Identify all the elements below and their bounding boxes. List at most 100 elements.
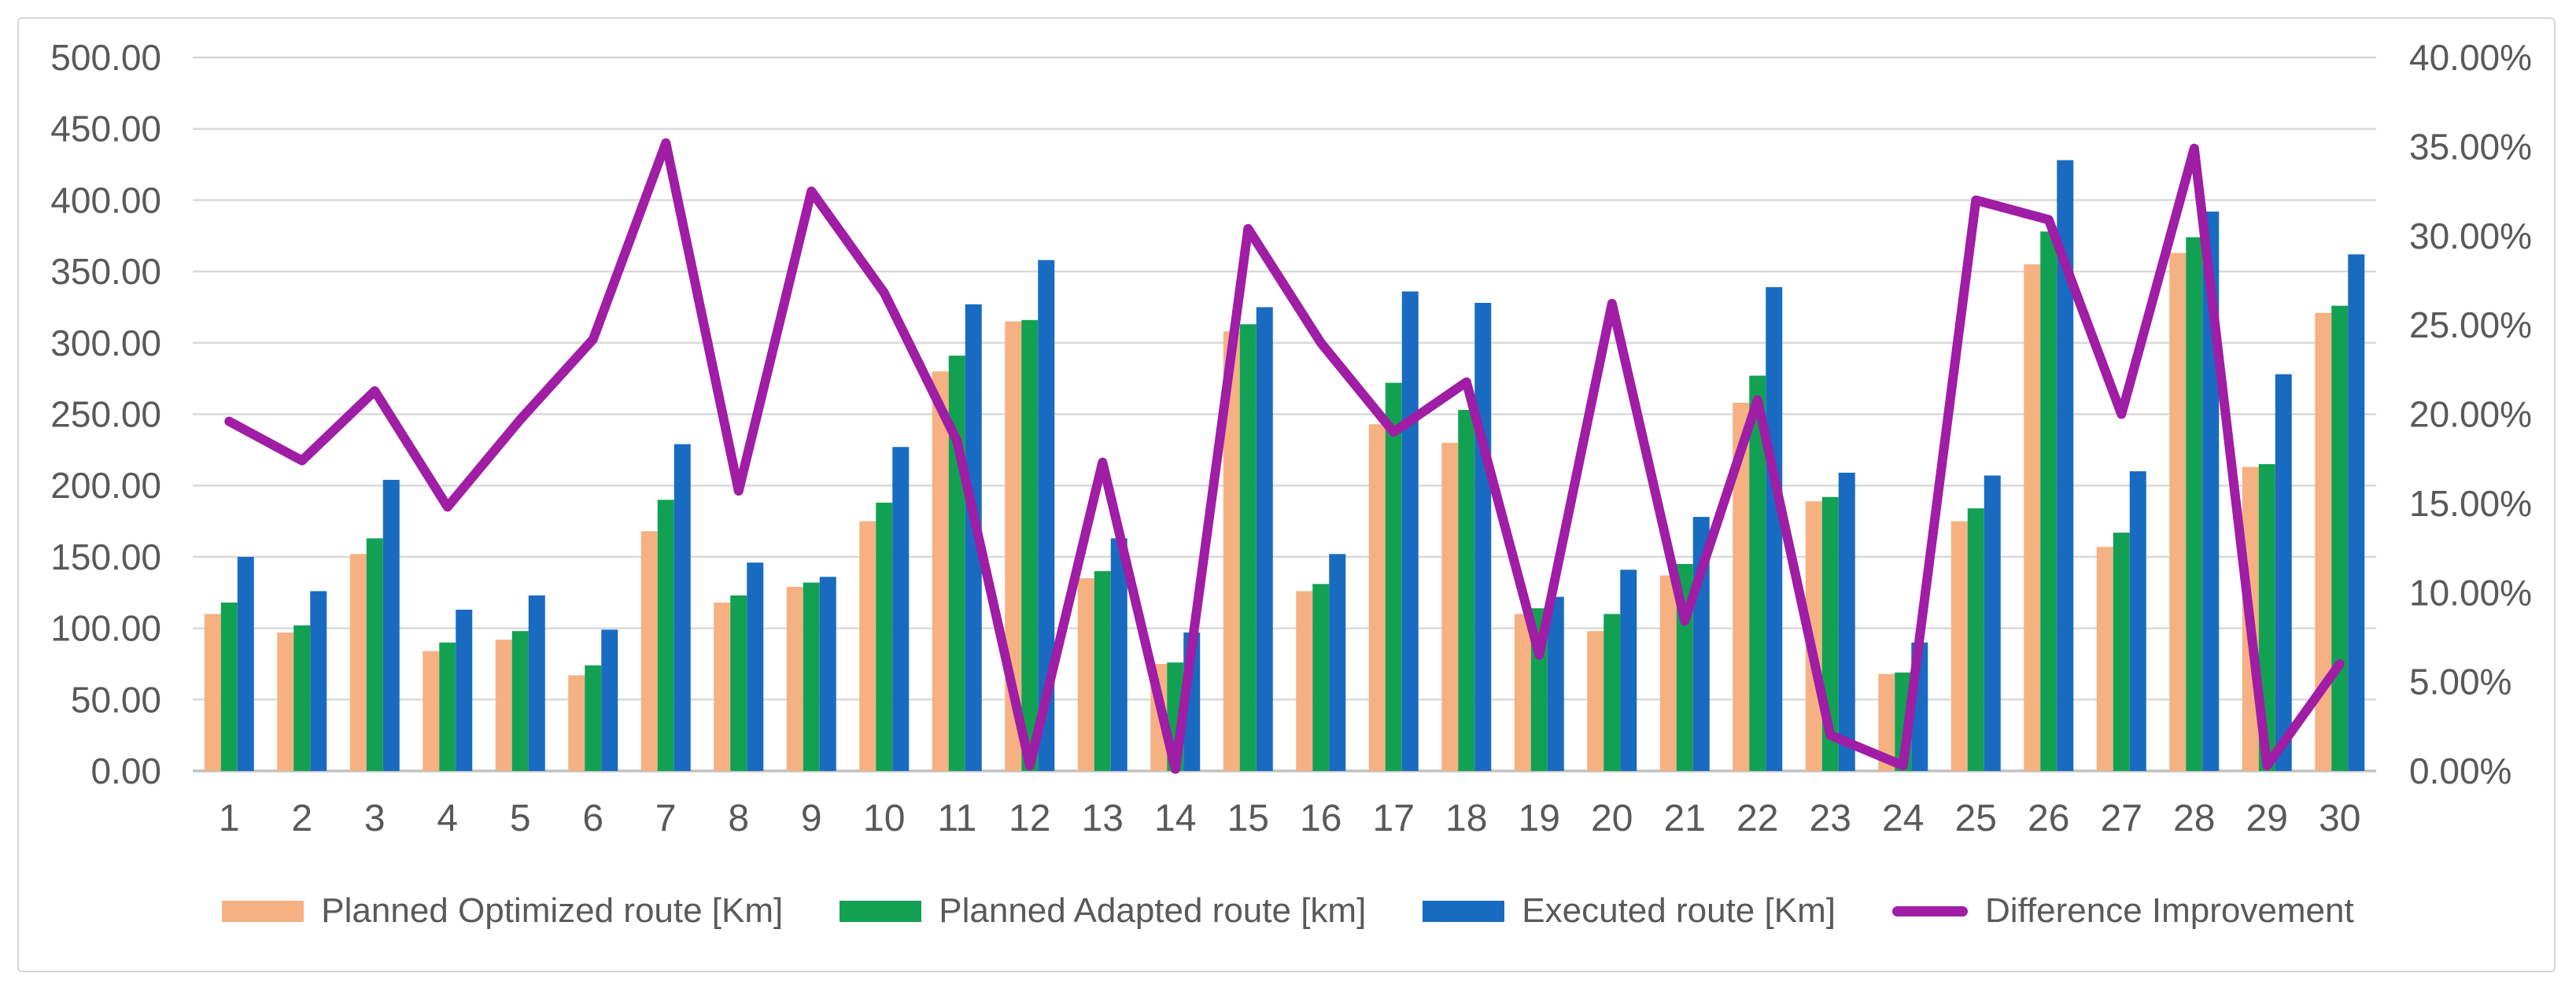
category-label: 1 (219, 798, 240, 839)
legend-label: Difference Improvement (1984, 891, 2354, 930)
category-label: 3 (364, 798, 386, 839)
bar-executed-route-km (1547, 596, 1564, 771)
bar-executed-route-km (1766, 287, 1783, 772)
bar-planned-adapted-route-km (2040, 231, 2057, 772)
left-axis-tick-label: 50.00 (71, 679, 161, 720)
bar-executed-route-km (1620, 570, 1637, 771)
bar-executed-route-km (382, 479, 400, 771)
bar-executed-route-km (2275, 374, 2292, 771)
bar-planned-optimized-route-km (1296, 591, 1313, 771)
bar-planned-adapted-route-km (1967, 508, 1984, 771)
category-label: 20 (1591, 798, 1633, 839)
bar-planned-optimized-route-km (2315, 312, 2332, 771)
bar-planned-optimized-route-km (1659, 575, 1677, 771)
bar-planned-adapted-route-km (2331, 305, 2349, 771)
bar-planned-optimized-route-km (277, 632, 294, 771)
category-label: 19 (1519, 798, 1560, 839)
bar-planned-optimized-route-km (714, 602, 731, 771)
bar-executed-route-km (601, 629, 618, 771)
bar-executed-route-km (2348, 254, 2365, 771)
legend-label: Planned Optimized route [Km] (321, 891, 784, 930)
category-label: 21 (1664, 798, 1706, 839)
right-axis-tick-label: 30.00% (2409, 216, 2532, 256)
category-label: 13 (1082, 798, 1124, 839)
bar-executed-route-km (674, 444, 691, 771)
bar-planned-adapted-route-km (1749, 375, 1766, 771)
bar-planned-adapted-route-km (1021, 319, 1039, 771)
category-label: 8 (728, 798, 749, 839)
bar-planned-optimized-route-km (1223, 331, 1240, 772)
bar-planned-optimized-route-km (1587, 631, 1604, 771)
right-axis-tick-label: 10.00% (2409, 572, 2532, 613)
category-label: 7 (655, 798, 677, 839)
bar-planned-adapted-route-km (1604, 614, 1621, 771)
left-axis-tick-label: 0.00 (90, 750, 161, 791)
bar-planned-optimized-route-km (640, 531, 658, 771)
category-label: 12 (1009, 798, 1050, 839)
bar-executed-route-km (310, 591, 327, 771)
legend-item: Planned Optimized route [Km] (222, 894, 783, 928)
bar-planned-optimized-route-km (2096, 547, 2113, 771)
bar-planned-adapted-route-km (1239, 324, 1257, 771)
legend-bar-marker (840, 900, 922, 922)
bar-executed-route-km (1329, 554, 1346, 771)
left-axis-tick-label: 250.00 (50, 394, 161, 435)
category-label: 6 (582, 798, 603, 839)
bar-planned-adapted-route-km (439, 642, 456, 771)
bar-executed-route-km (1984, 475, 2001, 771)
bar-executed-route-km (1256, 307, 1273, 771)
category-label: 24 (1882, 798, 1924, 839)
category-label: 18 (1445, 798, 1487, 839)
legend-item: Difference Improvement (1891, 891, 2354, 930)
category-label: 2 (291, 798, 312, 839)
bar-planned-optimized-route-km (1441, 442, 1459, 771)
bar-planned-adapted-route-km (585, 665, 602, 771)
bar-planned-optimized-route-km (1368, 424, 1386, 771)
right-axis-tick-label: 5.00% (2409, 662, 2511, 703)
category-label: 22 (1736, 798, 1778, 839)
chart-legend: Planned Optimized route [Km] Planned Adap… (0, 880, 2576, 942)
legend-item: Planned Adapted route [km] (840, 894, 1366, 928)
category-label: 10 (863, 798, 905, 839)
right-axis-tick-label: 25.00% (2409, 304, 2532, 345)
category-label: 4 (437, 798, 458, 839)
bar-planned-optimized-route-km (786, 586, 803, 771)
category-label: 25 (1955, 798, 1997, 839)
legend-bar-marker (222, 900, 304, 922)
category-label: 14 (1154, 798, 1196, 839)
bar-planned-adapted-route-km (657, 500, 674, 771)
category-label: 28 (2173, 798, 2215, 839)
legend-item: Executed route [Km] (1423, 894, 1836, 928)
bar-planned-adapted-route-km (803, 582, 820, 771)
category-label: 27 (2101, 798, 2142, 839)
category-label: 23 (1810, 798, 1851, 839)
left-axis-tick-label: 100.00 (50, 608, 161, 649)
bar-planned-adapted-route-km (2113, 533, 2130, 771)
left-axis-tick-label: 450.00 (50, 109, 161, 149)
bar-planned-optimized-route-km (2169, 253, 2187, 771)
bar-executed-route-km (819, 577, 836, 771)
bar-planned-adapted-route-km (1385, 382, 1402, 771)
bar-executed-route-km (1038, 260, 1055, 771)
bar-planned-adapted-route-km (876, 502, 893, 771)
category-label: 17 (1373, 798, 1415, 839)
bar-planned-adapted-route-km (220, 602, 238, 771)
category-label: 11 (937, 798, 976, 839)
category-label: 26 (2028, 798, 2069, 839)
bar-planned-optimized-route-km (932, 371, 949, 771)
bar-planned-optimized-route-km (1805, 501, 1822, 771)
bar-planned-optimized-route-km (859, 521, 877, 771)
bar-executed-route-km (1110, 538, 1127, 771)
bar-planned-adapted-route-km (948, 356, 965, 772)
bar-executed-route-km (1474, 303, 1492, 771)
legend-line-marker (1891, 905, 1968, 916)
bar-executed-route-km (1838, 472, 1855, 771)
left-axis-tick-label: 300.00 (50, 323, 161, 363)
category-label: 5 (510, 798, 531, 839)
legend-label: Planned Adapted route [km] (939, 891, 1367, 930)
left-axis-tick-label: 350.00 (50, 251, 161, 292)
bar-planned-adapted-route-km (293, 625, 311, 771)
category-label: 15 (1227, 798, 1269, 839)
right-axis-tick-label: 20.00% (2409, 394, 2532, 435)
bar-planned-adapted-route-km (366, 538, 383, 771)
